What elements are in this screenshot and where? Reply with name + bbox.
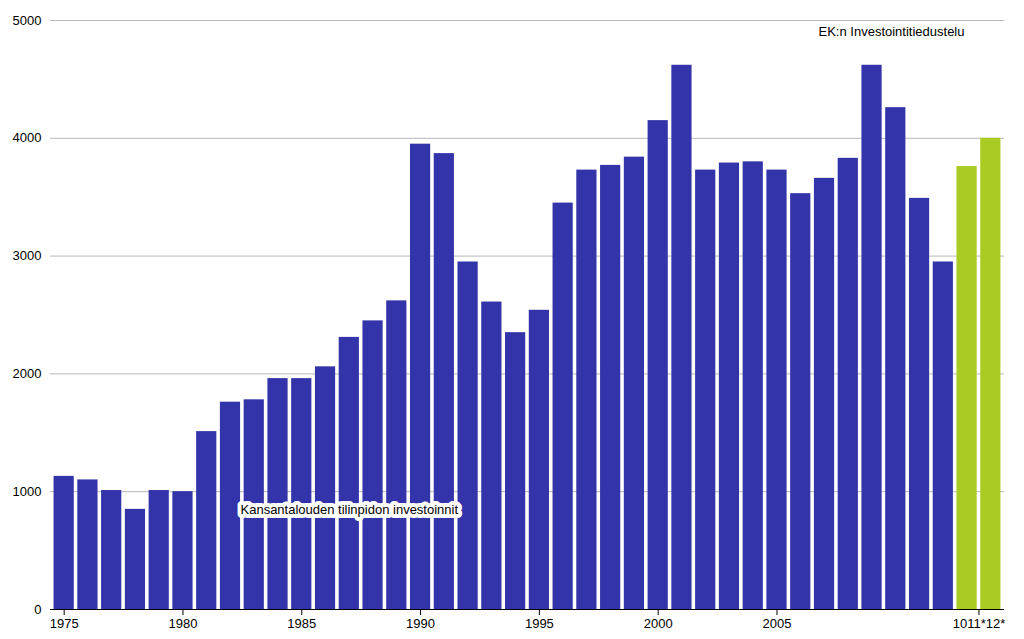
svg-text:2000: 2000 [13,366,42,381]
svg-text:1990: 1990 [406,616,435,631]
svg-text:1980: 1980 [169,616,198,631]
svg-text:2005: 2005 [763,616,792,631]
svg-text:1011*12*: 1011*12* [953,616,1006,631]
svg-text:EK:n Investointitiedustelu: EK:n Investointitiedustelu [819,24,965,39]
svg-text:0: 0 [34,602,41,617]
svg-text:1000: 1000 [13,484,42,499]
svg-text:4000: 4000 [13,130,42,145]
svg-text:1975: 1975 [50,616,79,631]
svg-text:5000: 5000 [13,13,42,28]
svg-text:3000: 3000 [13,248,42,263]
svg-text:1985: 1985 [287,616,316,631]
svg-text:2000: 2000 [644,616,673,631]
svg-text:1995: 1995 [525,616,554,631]
svg-text:Kansantalouden tilinpidon inve: Kansantalouden tilinpidon investoinnit [241,502,459,517]
